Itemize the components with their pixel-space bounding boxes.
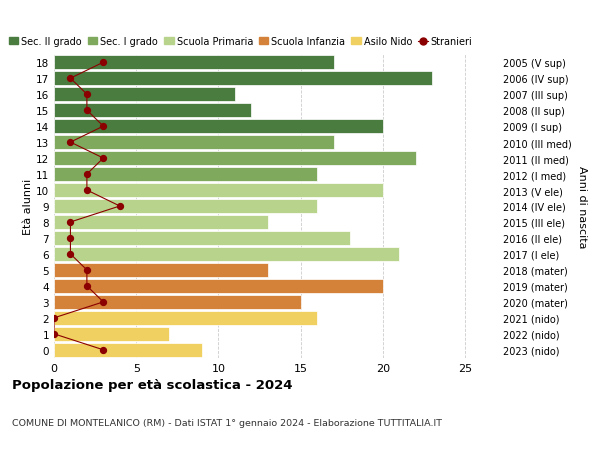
Bar bbox=[54, 120, 383, 134]
Bar bbox=[54, 104, 251, 118]
Point bbox=[49, 330, 59, 338]
Point bbox=[115, 203, 125, 210]
Point bbox=[65, 235, 75, 242]
Bar bbox=[54, 247, 400, 261]
Bar bbox=[54, 232, 350, 245]
Bar bbox=[54, 136, 334, 150]
Point bbox=[82, 283, 92, 290]
Text: Popolazione per età scolastica - 2024: Popolazione per età scolastica - 2024 bbox=[12, 379, 293, 392]
Point bbox=[98, 298, 108, 306]
Point bbox=[82, 187, 92, 194]
Y-axis label: Età alunni: Età alunni bbox=[23, 179, 33, 235]
Point bbox=[65, 251, 75, 258]
Y-axis label: Anni di nascita: Anni di nascita bbox=[577, 165, 587, 248]
Point bbox=[49, 314, 59, 322]
Bar bbox=[54, 152, 416, 166]
Point bbox=[82, 171, 92, 179]
Bar bbox=[54, 263, 268, 277]
Bar bbox=[54, 200, 317, 213]
Bar bbox=[54, 327, 169, 341]
Point bbox=[82, 267, 92, 274]
Text: COMUNE DI MONTELANICO (RM) - Dati ISTAT 1° gennaio 2024 - Elaborazione TUTTITALI: COMUNE DI MONTELANICO (RM) - Dati ISTAT … bbox=[12, 418, 442, 427]
Bar bbox=[54, 56, 334, 70]
Point bbox=[65, 75, 75, 83]
Bar bbox=[54, 343, 202, 357]
Bar bbox=[54, 296, 301, 309]
Point bbox=[82, 91, 92, 99]
Bar bbox=[54, 168, 317, 181]
Bar bbox=[54, 184, 383, 197]
Bar bbox=[54, 88, 235, 102]
Point bbox=[98, 155, 108, 162]
Bar bbox=[54, 216, 268, 229]
Point bbox=[65, 139, 75, 146]
Legend: Sec. II grado, Sec. I grado, Scuola Primaria, Scuola Infanzia, Asilo Nido, Stran: Sec. II grado, Sec. I grado, Scuola Prim… bbox=[8, 37, 472, 47]
Point bbox=[98, 347, 108, 354]
Bar bbox=[54, 311, 317, 325]
Point bbox=[98, 123, 108, 130]
Point bbox=[98, 59, 108, 67]
Point bbox=[65, 219, 75, 226]
Point bbox=[82, 107, 92, 115]
Bar bbox=[54, 72, 432, 86]
Bar bbox=[54, 280, 383, 293]
